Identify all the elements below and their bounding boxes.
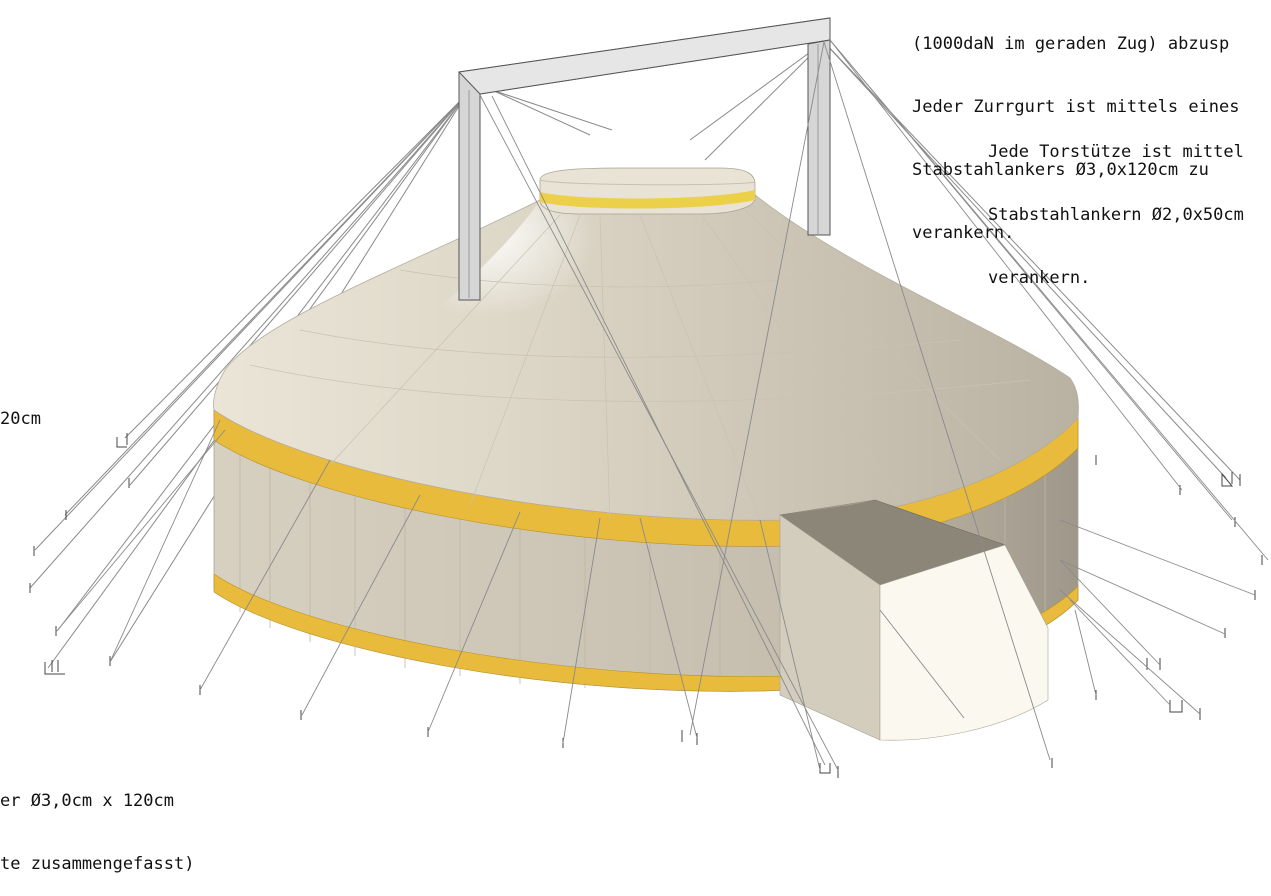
annotation-line: Stabstahlankern Ø2,0x50cm [988, 205, 1244, 225]
annotation-line: Stabstahlankers Ø3,0x120cm zu [912, 160, 1209, 180]
guy-cables-front [55, 39, 1269, 771]
annotation-gate-anchor: Jede Torstütze ist mittel Stabstahlanker… [988, 100, 1244, 310]
entrance-roof-top [780, 500, 875, 515]
annotation-line: (1000daN im geraden Zug) abzusp [912, 34, 1230, 54]
cupola-rim [539, 179, 756, 186]
cupola-stripe [540, 190, 755, 209]
annotation-line: verankern. [912, 223, 1015, 243]
wall-panels [239, 430, 1046, 691]
annotation-line: er Ø3,0cm x 120cm [0, 791, 174, 811]
annotation-line: Jede Torstütze ist mittel [988, 142, 1244, 162]
tent-drawing [29, 17, 1269, 778]
annotation-anchor-top-right: (1000daN im geraden Zug) abzusp Jeder Zu… [912, 0, 1240, 265]
roof-seams [249, 204, 1031, 521]
annotation-bottom-left: er Ø3,0cm x 120cm te zusammengefasst) [0, 749, 194, 896]
annotation-line: verankern. [988, 268, 1091, 288]
annotation-line: te zusammengefasst) [0, 854, 195, 874]
wall-stripe-lower [213, 573, 1079, 692]
annotation-left-fragment: 20cm [0, 409, 41, 429]
tent-roof [213, 194, 1079, 521]
portal-frame [457, 17, 831, 301]
annotation-line: Jeder Zurrgurt ist mittels eines [912, 97, 1240, 117]
entrance-front [879, 544, 1049, 741]
